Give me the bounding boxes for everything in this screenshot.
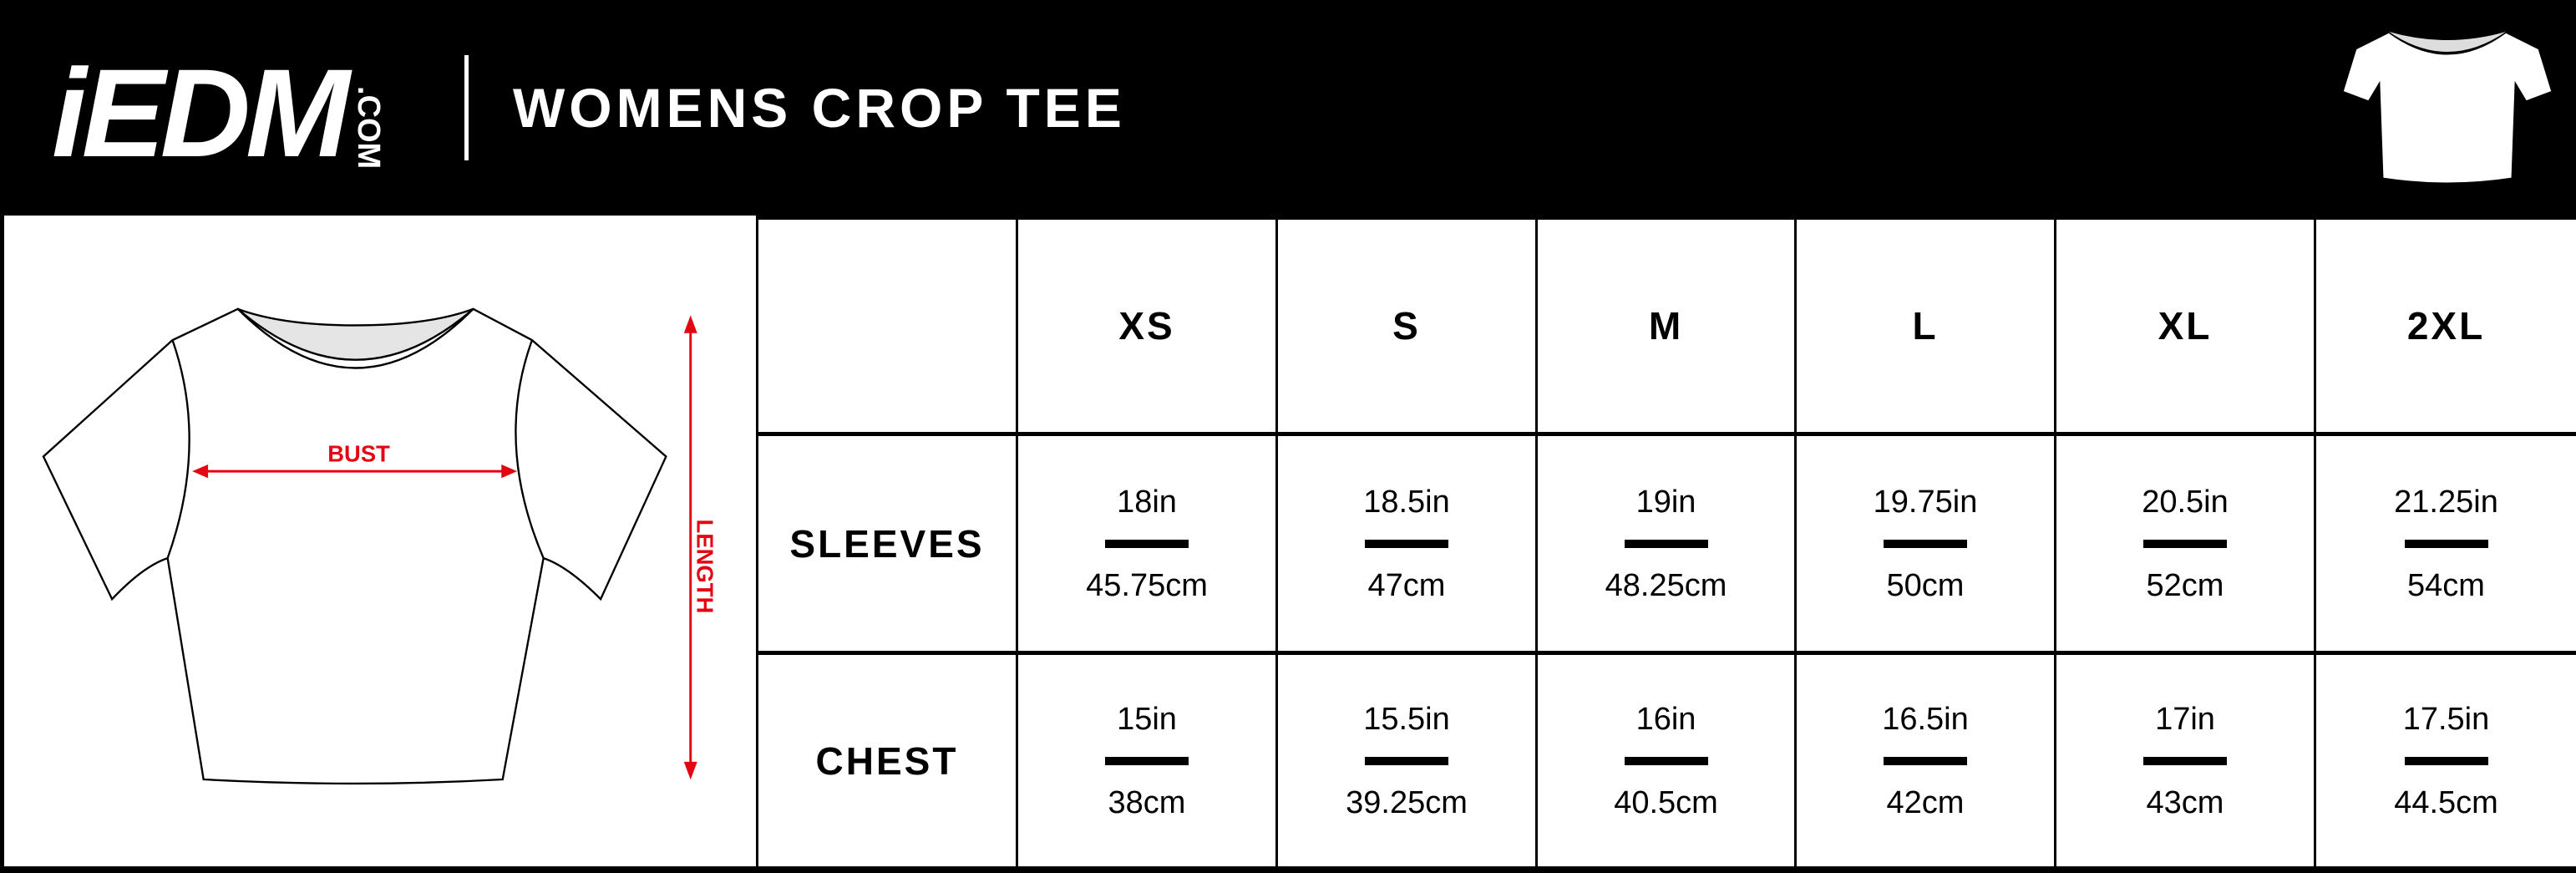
crop-tee-icon <box>2340 30 2554 185</box>
inches-value: 17.5in <box>2402 701 2490 737</box>
size-label: XS <box>1118 304 1175 348</box>
table-cell: 16in 40.5cm <box>1535 655 1794 866</box>
inches-value: 15.5in <box>1363 701 1450 737</box>
cm-value: 52cm <box>2146 567 2224 603</box>
table-cell: 17in 43cm <box>2054 655 2314 866</box>
cm-value: 47cm <box>1367 567 1446 603</box>
separator <box>1105 539 1189 548</box>
cm-value: 42cm <box>1886 784 1965 820</box>
inches-value: 15in <box>1117 701 1177 737</box>
size-label: 2XL <box>2406 304 2486 348</box>
size-header: S <box>1275 220 1535 432</box>
separator <box>2404 756 2488 765</box>
table-rule <box>756 432 2576 436</box>
table-cell: 15in 38cm <box>1016 655 1275 866</box>
inches-value: 16in <box>1635 701 1696 737</box>
logo-suffix: .COM <box>351 85 386 169</box>
table-rule <box>756 651 2576 655</box>
length-arrow <box>683 315 697 780</box>
measurement-diagram: BUST LENGTH <box>0 216 756 873</box>
cm-value: 38cm <box>1108 784 1186 820</box>
row-label-text: SLEEVES <box>789 521 985 566</box>
cm-value: 39.25cm <box>1346 784 1468 820</box>
cm-value: 43cm <box>2146 784 2224 820</box>
separator <box>1884 756 1967 765</box>
size-header: 2XL <box>2314 220 2576 432</box>
row-label-chest: CHEST <box>756 655 1016 866</box>
separator <box>1884 539 1967 548</box>
separator <box>2143 539 2227 548</box>
separator <box>2143 756 2227 765</box>
corner-cell <box>756 220 1016 432</box>
size-label: M <box>1648 304 1684 348</box>
cm-value: 50cm <box>1886 567 1965 603</box>
page-title: WOMENS CROP TEE <box>513 77 1126 139</box>
table-rule <box>756 216 2576 220</box>
inches-value: 16.5in <box>1882 701 1969 737</box>
size-header: M <box>1535 220 1794 432</box>
size-header: XS <box>1016 220 1275 432</box>
separator <box>1624 539 1708 548</box>
row-label-sleeves: SLEEVES <box>756 436 1016 651</box>
inches-value: 18in <box>1117 484 1177 520</box>
separator <box>2404 539 2488 548</box>
table-cell: 21.25in 54cm <box>2314 436 2576 651</box>
bust-arrow <box>192 464 518 479</box>
separator <box>1624 756 1708 765</box>
cm-value: 40.5cm <box>1614 784 1718 820</box>
cm-value: 54cm <box>2407 567 2485 603</box>
cm-value: 48.25cm <box>1605 567 1727 603</box>
table-cell: 15.5in 39.25cm <box>1275 655 1535 866</box>
inches-value: 18.5in <box>1363 484 1450 520</box>
table-cell: 20.5in 52cm <box>2054 436 2314 651</box>
bust-label: BUST <box>327 440 390 466</box>
inches-value: 17in <box>2155 701 2215 737</box>
size-label: XL <box>2158 304 2213 348</box>
table-cell: 17.5in 44.5cm <box>2314 655 2576 866</box>
length-label: LENGTH <box>692 519 718 613</box>
inches-value: 20.5in <box>2142 484 2229 520</box>
header-divider <box>464 55 469 160</box>
size-header: XL <box>2054 220 2314 432</box>
table-cell: 18.5in 47cm <box>1275 436 1535 651</box>
size-label: L <box>1912 304 1939 348</box>
header-bar: iEDM .COM WOMENS CROP TEE <box>0 0 2576 216</box>
table-cell: 16.5in 42cm <box>1794 655 2054 866</box>
separator <box>1365 756 1448 765</box>
table-cell: 19.75in 50cm <box>1794 436 2054 651</box>
table-cell: 18in 45.75cm <box>1016 436 1275 651</box>
separator <box>1365 539 1448 548</box>
inches-value: 19.75in <box>1873 484 1978 520</box>
cm-value: 44.5cm <box>2394 784 2498 820</box>
inches-value: 21.25in <box>2394 484 2498 520</box>
brand-logo: iEDM .COM <box>52 50 386 175</box>
table-cell: 19in 48.25cm <box>1535 436 1794 651</box>
crop-tee-outline <box>42 307 667 785</box>
size-label: S <box>1392 304 1421 348</box>
row-label-text: CHEST <box>815 738 959 783</box>
inches-value: 19in <box>1635 484 1696 520</box>
table-rule <box>756 866 2576 873</box>
size-header: L <box>1794 220 2054 432</box>
separator <box>1105 756 1189 765</box>
logo-text: iEDM <box>52 43 350 183</box>
cm-value: 45.75cm <box>1086 567 1208 603</box>
